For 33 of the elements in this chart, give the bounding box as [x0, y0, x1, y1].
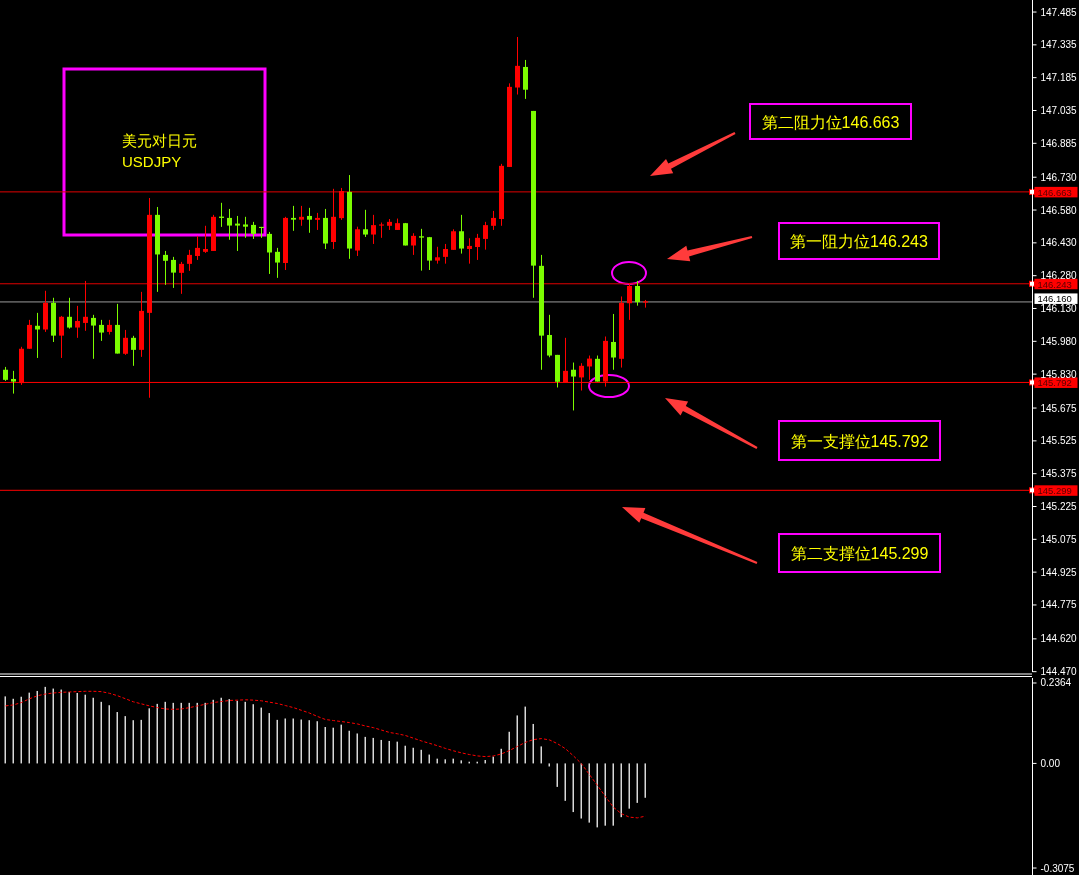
y-tick-label: 146.730: [1040, 171, 1078, 183]
y-tick-label: -0.3075: [1040, 862, 1075, 874]
y-tick-label: 144.925: [1040, 566, 1078, 578]
text: USDJPY: [122, 153, 182, 170]
y-tick-label: 144.620: [1040, 633, 1078, 645]
y-tick-label: 146.430: [1040, 237, 1078, 249]
ref-line-label: 145.299: [1037, 485, 1072, 497]
text: 美元对日元: [122, 132, 197, 149]
ref-line-label: 146.160: [1037, 293, 1072, 305]
ref-line-label: 146.663: [1037, 186, 1072, 198]
y-tick-label: 145.375: [1040, 468, 1078, 480]
y-tick-label: 145.075: [1040, 533, 1078, 545]
annotation: 第二阻力位146.663: [761, 113, 900, 131]
y-tick-label: 146.885: [1040, 137, 1078, 149]
y-tick-label: 145.525: [1040, 435, 1078, 447]
y-tick-label: 145.830: [1040, 368, 1078, 380]
y-tick-label: 147.035: [1040, 104, 1078, 116]
y-tick-label: 146.130: [1040, 302, 1078, 314]
y-tick-label: 144.775: [1040, 599, 1078, 611]
y-tick-label: 146.580: [1040, 204, 1078, 216]
ref-line-label: 145.792: [1037, 377, 1072, 389]
y-tick-label: 145.675: [1040, 402, 1078, 414]
y-tick-label: 147.335: [1040, 39, 1078, 51]
annotation: 第二支撑位145.299: [790, 545, 929, 562]
y-tick-label: 0.2364: [1040, 677, 1072, 689]
y-tick-label: 145.225: [1040, 501, 1078, 512]
y-tick-label: 144.470: [1040, 666, 1078, 678]
y-tick-label: 145.980: [1040, 335, 1078, 347]
y-tick-label: 147.185: [1040, 72, 1078, 84]
y-tick-label: 0.00: [1040, 757, 1061, 769]
annotation: 第一支撑位145.792: [790, 432, 929, 450]
annotation: 第一阻力位146.243: [790, 233, 929, 250]
y-tick-label: 147.485: [1040, 6, 1078, 18]
